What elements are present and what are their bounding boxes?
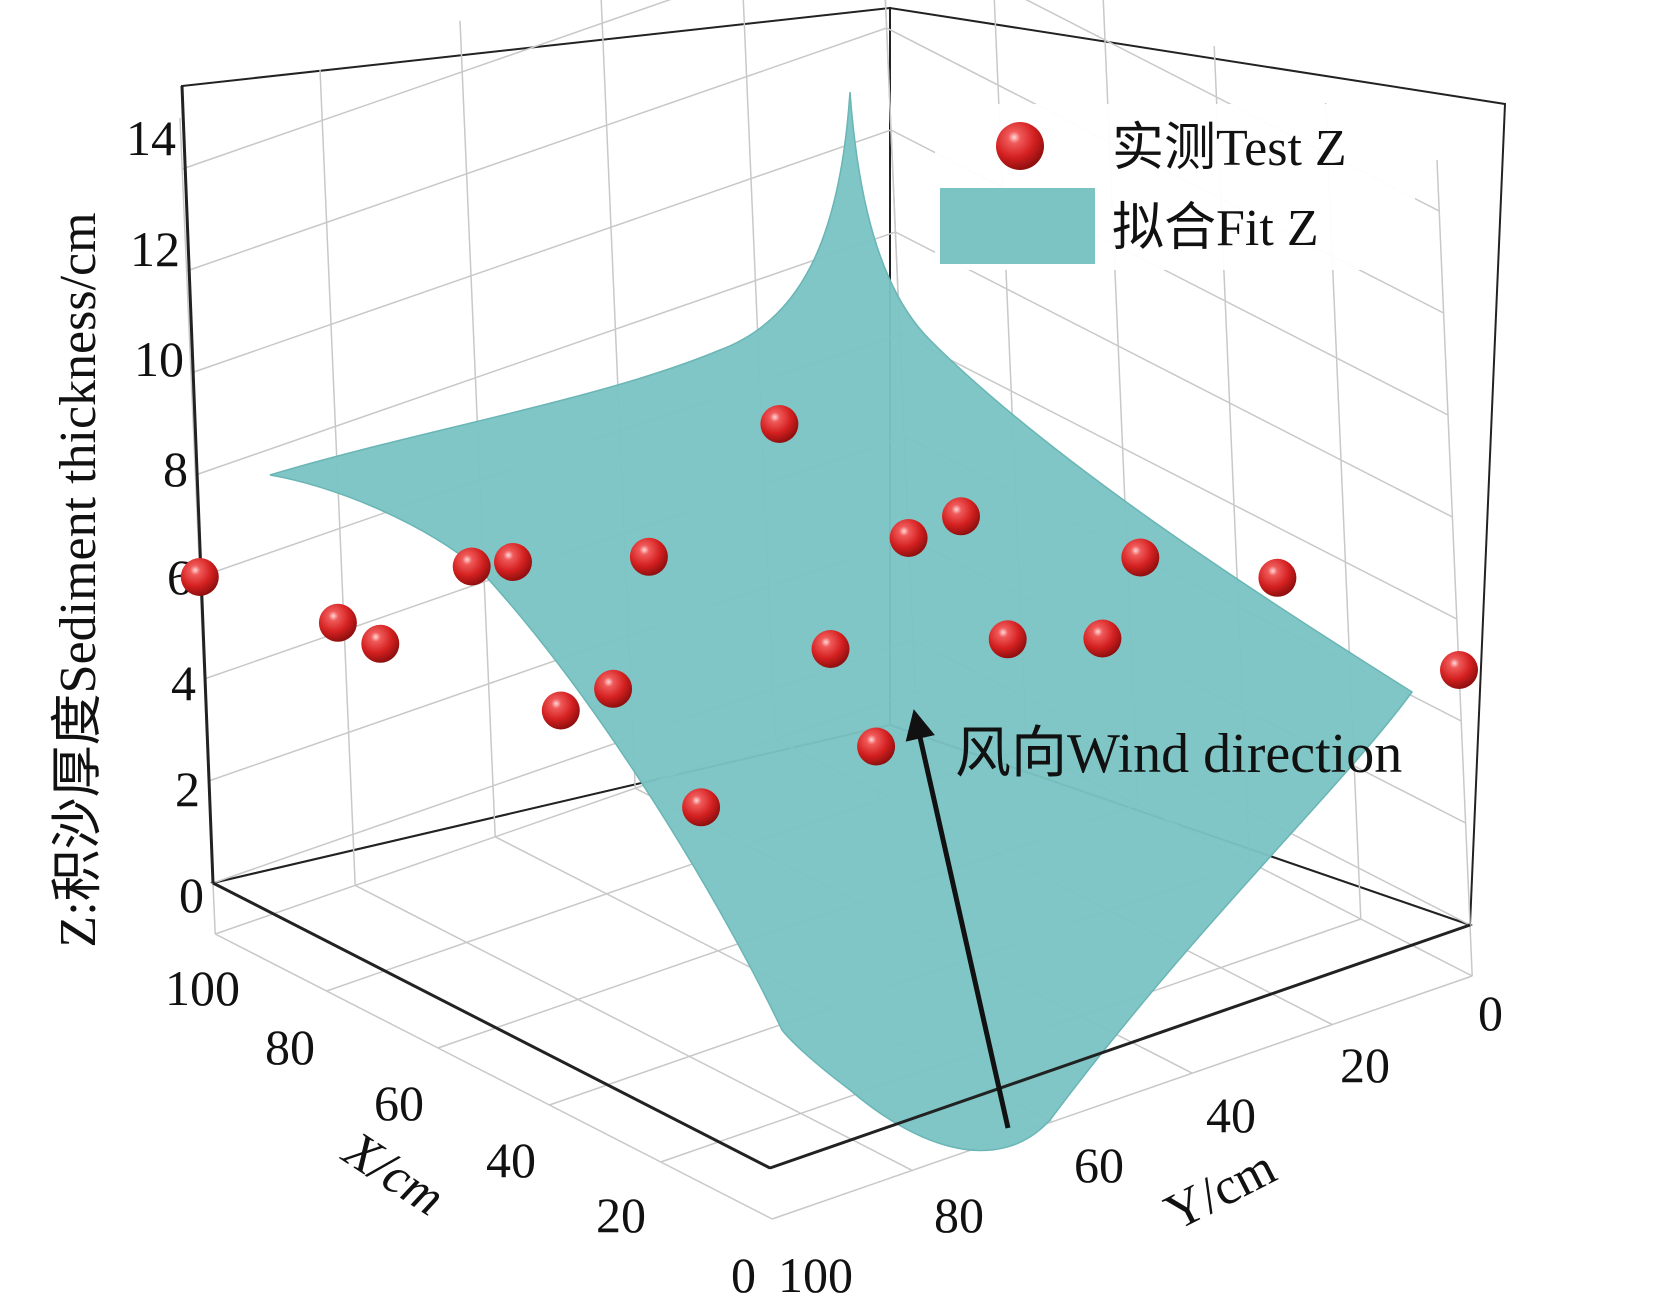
x-tick-label: 80 xyxy=(265,1019,315,1075)
data-point xyxy=(942,497,980,536)
z-tick-labels: 14 12 10 8 6 4 2 0 xyxy=(126,110,204,923)
z-tick-label: 8 xyxy=(163,441,188,497)
wall-grid-line xyxy=(899,333,1458,620)
y-axis-title: Y/cm xyxy=(1156,1139,1285,1242)
fit-surface xyxy=(269,91,1414,1152)
data-point xyxy=(541,691,580,730)
y-axis-line xyxy=(769,923,1471,1170)
x-axis-title: X/cm xyxy=(332,1120,454,1227)
data-point xyxy=(760,405,799,443)
x-tick-labels: 100 80 60 40 20 0 xyxy=(165,960,756,1303)
wall-grid-line xyxy=(190,129,892,374)
data-point xyxy=(682,788,721,827)
y-tick-label: 100 xyxy=(778,1247,853,1303)
measured-points xyxy=(180,405,1478,827)
z-tick-label: 0 xyxy=(179,867,204,923)
wall-grid-line xyxy=(195,231,896,476)
z-tick-label: 4 xyxy=(171,655,196,711)
x-tick-label: 60 xyxy=(374,1075,424,1131)
legend-label-fit: 拟合Fit Z xyxy=(1112,200,1319,257)
wall-grid-line xyxy=(181,0,672,170)
legend: 实测Test Z 拟合Fit Z xyxy=(935,104,1415,270)
axis-lines xyxy=(180,85,1471,1170)
floor-grid-line xyxy=(354,884,913,1172)
x-tick-label: 100 xyxy=(165,960,240,1016)
data-point xyxy=(857,727,896,766)
y-tick-label: 0 xyxy=(1478,985,1503,1041)
wall-grid-line xyxy=(895,231,1453,518)
data-point xyxy=(811,630,850,668)
data-point xyxy=(180,558,219,596)
data-point xyxy=(318,603,357,642)
z-tick-label: 2 xyxy=(175,761,200,817)
data-point xyxy=(629,537,668,576)
z-axis-line xyxy=(180,85,215,884)
floor-grid-line xyxy=(214,933,773,1220)
x-tick-label: 20 xyxy=(596,1187,646,1243)
data-point xyxy=(494,543,532,581)
data-point xyxy=(1440,651,1478,689)
wind-arrow xyxy=(905,709,1011,1129)
y-tick-label: 40 xyxy=(1206,1087,1256,1143)
data-point xyxy=(1121,538,1160,577)
z-tick-label: 10 xyxy=(134,331,184,387)
z-tick-label: 12 xyxy=(130,221,180,277)
y-tick-label: 20 xyxy=(1340,1037,1390,1093)
data-point xyxy=(1083,619,1122,658)
y-tick-label: 80 xyxy=(934,1187,984,1243)
z-axis-title: Z:积沙厚度Sediment thickness/cm xyxy=(50,212,107,947)
legend-marker-fit xyxy=(940,188,1095,264)
wind-direction-annotation: 风向Wind direction xyxy=(905,709,1402,1129)
legend-label-test: 实测Test Z xyxy=(1112,120,1347,177)
data-point xyxy=(988,620,1027,659)
z-tick-label: 14 xyxy=(126,110,176,166)
x-axis-line xyxy=(212,881,771,1170)
legend-marker-test xyxy=(996,122,1044,170)
wind-direction-label: 风向Wind direction xyxy=(955,723,1402,785)
y-tick-labels: 0 20 40 60 80 100 xyxy=(778,985,1503,1303)
wall-grid-line xyxy=(1436,159,1473,977)
data-point xyxy=(361,624,400,663)
data-point xyxy=(452,547,491,586)
x-tick-label: 0 xyxy=(731,1247,756,1303)
wall-grid-line xyxy=(186,27,887,272)
y-tick-label: 60 xyxy=(1074,1137,1124,1193)
floor-grid-line xyxy=(771,975,1473,1220)
data-point xyxy=(594,669,633,708)
data-point xyxy=(889,519,928,557)
data-point xyxy=(1258,558,1297,597)
x-tick-label: 40 xyxy=(486,1132,536,1188)
